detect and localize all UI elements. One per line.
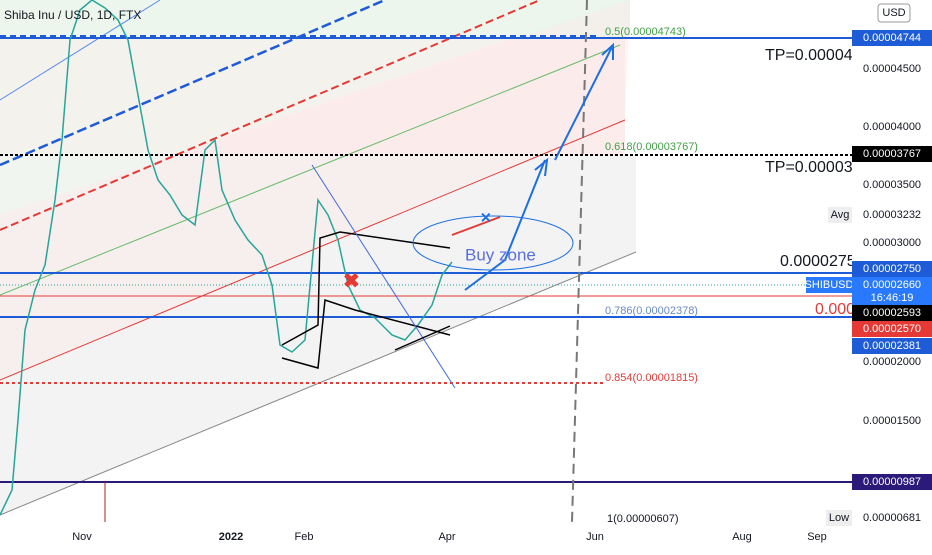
low-value: 0.00000681 xyxy=(863,512,921,524)
channel-zone xyxy=(0,0,630,380)
cross-mark: ✖ xyxy=(343,270,360,292)
currency: USD xyxy=(882,7,905,19)
price-tag-text: 0.00002593 xyxy=(863,307,921,319)
time-label: Apr xyxy=(438,531,455,543)
fib-label: 0.786(0.00002378) xyxy=(605,305,698,317)
channel-line xyxy=(0,119,626,381)
last-price-tag xyxy=(852,277,932,305)
channel-line xyxy=(0,0,161,101)
price-label: 0.00004500 xyxy=(863,63,921,75)
channel-zone xyxy=(0,0,620,215)
tp-label: TP=0.000037 xyxy=(765,159,862,176)
channel-line xyxy=(0,44,621,296)
price-label: 0.00003000 xyxy=(863,237,921,249)
price-tag-text: 0.00000987 xyxy=(863,476,921,488)
price-tag-text: 0.00002570 xyxy=(863,323,921,335)
time-label: Sep xyxy=(807,531,827,543)
price-label: 0.00002000 xyxy=(863,356,921,368)
price-tag xyxy=(852,146,932,162)
price-tag xyxy=(852,321,932,337)
projection xyxy=(451,216,501,236)
price-tag xyxy=(852,305,932,321)
last-price: 0.00002660 xyxy=(863,279,921,291)
symbol-tag xyxy=(806,277,852,293)
fib-label: 0.5(0.00004743) xyxy=(605,26,686,38)
fib-label: 0.854(0.00001815) xyxy=(605,372,698,384)
price-label: 0.00003500 xyxy=(863,179,921,191)
price-label: 0.00004000 xyxy=(863,121,921,133)
tp-label: TP=0.000047 xyxy=(765,47,862,64)
buy-zone-label: Buy zone xyxy=(465,245,536,264)
price-tag xyxy=(852,474,932,490)
arrow xyxy=(464,159,546,291)
symbol-title: Shiba Inu / USD, 1D, FTX xyxy=(4,8,141,22)
time-label: Jun xyxy=(586,531,604,543)
time-label: Feb xyxy=(295,531,314,543)
level-label: 0.0000275 xyxy=(780,253,856,270)
price-tag-text: 0.00002381 xyxy=(863,340,921,352)
price-tag xyxy=(852,338,932,354)
time-label: Nov xyxy=(72,531,92,543)
avg-value: 0.00003232 xyxy=(863,209,921,221)
price-label: 0.00001500 xyxy=(863,415,921,427)
x-mark: ✕ xyxy=(480,210,492,226)
arrow xyxy=(554,44,614,161)
price-tag-text: 0.00002750 xyxy=(863,263,921,275)
price-tag xyxy=(852,30,932,46)
price-tag xyxy=(852,261,932,277)
avg-label: Avg xyxy=(831,209,850,221)
symbol-tag-text: SHIBUSD xyxy=(805,279,854,291)
trend-line xyxy=(311,164,456,389)
price-tag-text: 0.00004744 xyxy=(863,32,921,44)
trend-line xyxy=(394,325,451,351)
low-box xyxy=(826,510,852,526)
low-label: Low xyxy=(829,512,849,524)
currency-box xyxy=(877,3,911,23)
time-label: 2022 xyxy=(219,531,243,543)
countdown: 16:46:19 xyxy=(871,292,914,304)
avg-box xyxy=(828,207,852,223)
profile-line xyxy=(281,298,451,369)
channel-line xyxy=(0,0,541,231)
time-line xyxy=(571,0,588,523)
arrow-head xyxy=(601,42,614,60)
arrow-head xyxy=(534,157,549,177)
price-tag-text: 0.00003767 xyxy=(863,148,921,160)
fib-label: 0.618(0.00003767) xyxy=(605,141,698,153)
time-label: Aug xyxy=(732,531,752,543)
fib-label: 1(0.00000607) xyxy=(607,513,679,525)
profile-line xyxy=(281,231,451,346)
